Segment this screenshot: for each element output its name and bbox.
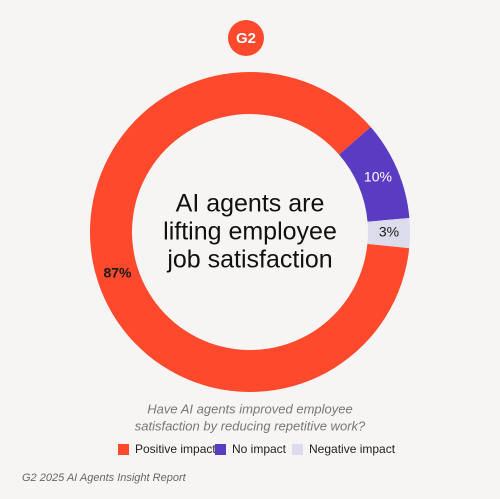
value-label: 87%	[103, 265, 132, 281]
legend-label: Positive impact	[135, 442, 216, 456]
center-title: lifting employee	[163, 218, 337, 246]
legend-label: Negative impact	[309, 442, 396, 456]
legend-swatch	[215, 444, 226, 455]
legend-swatch	[292, 444, 303, 455]
legend-label: No impact	[232, 442, 287, 456]
value-label: 3%	[379, 224, 399, 240]
donut-slice	[339, 127, 410, 222]
logo: G2	[236, 30, 256, 47]
center-title: job satisfaction	[166, 246, 332, 274]
source: G2 2025 AI Agents Insight Report	[22, 472, 187, 484]
question: satisfaction by reducing repetitive work…	[135, 418, 366, 433]
logo-badge	[228, 20, 264, 56]
donut-slice	[367, 218, 410, 249]
value-label: 10%	[364, 168, 392, 184]
legend-swatch	[118, 444, 129, 455]
question: Have AI agents improved employee	[147, 401, 352, 416]
center-title: AI agents are	[176, 190, 325, 218]
